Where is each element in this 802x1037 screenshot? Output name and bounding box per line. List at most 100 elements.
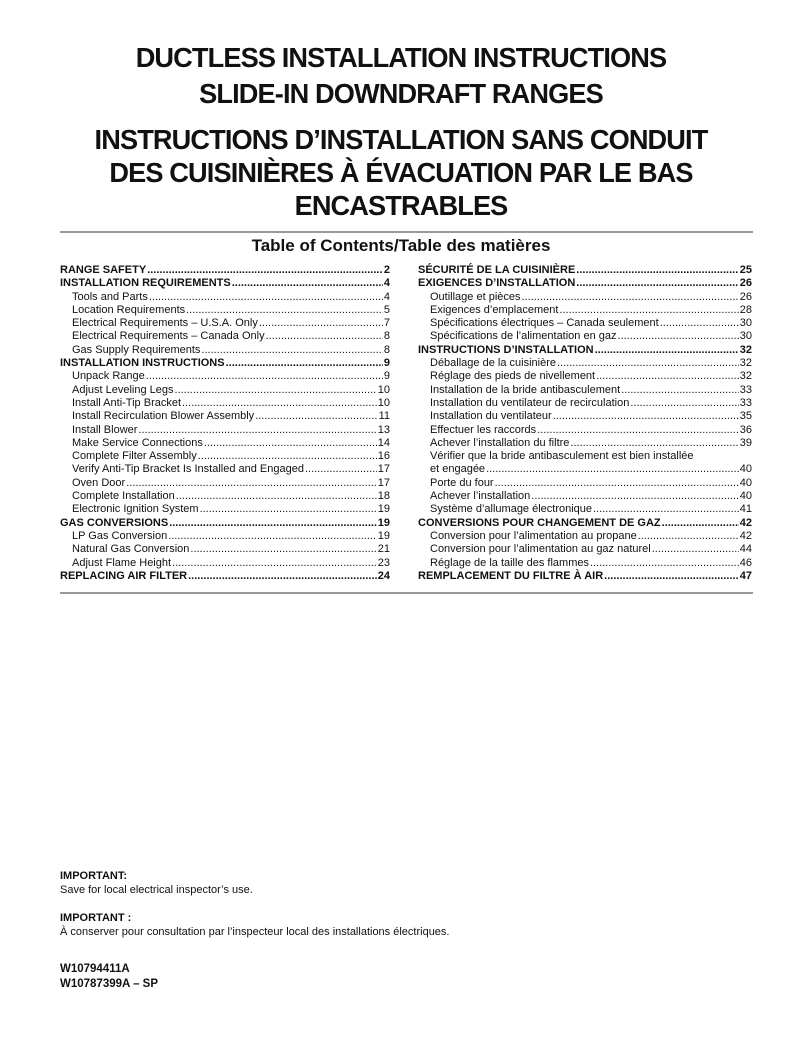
divider-top [60, 231, 753, 233]
toc-english: RANGE SAFETY2INSTALLATION REQUIREMENTS4T… [60, 264, 390, 583]
dot-leader [652, 543, 739, 556]
toc-entry[interactable]: INSTALLATION INSTRUCTIONS 9 [60, 357, 390, 370]
dot-leader [266, 330, 383, 343]
dot-leader [531, 490, 738, 503]
toc-entry-text: Conversion pour l’alimentation au gaz na… [430, 543, 651, 556]
toc-entry[interactable]: Adjust Flame Height 23 [60, 557, 390, 570]
toc-entry[interactable]: Install Blower 13 [60, 424, 390, 437]
toc-entry[interactable]: Adjust Leveling Legs 10 [60, 384, 390, 397]
toc-entry[interactable]: Déballage de la cuisinière 32 [418, 357, 752, 370]
toc-entry-text: Electronic Ignition System [72, 503, 199, 516]
toc-entry-text: Spécifications électriques – Canada seul… [430, 317, 659, 330]
toc-entry[interactable]: Conversion pour l’alimentation au gaz na… [418, 543, 752, 556]
toc-entry-page: 9 [383, 357, 390, 370]
toc-entry[interactable]: Tools and Parts 4 [60, 291, 390, 304]
dot-leader [188, 570, 377, 583]
toc-entry[interactable]: Make Service Connections 14 [60, 437, 390, 450]
dot-leader [553, 410, 739, 423]
toc-entry[interactable]: Oven Door 17 [60, 477, 390, 490]
toc-entry[interactable]: Système d’allumage électronique 41 [418, 503, 752, 516]
toc-entry[interactable]: Réglage des pieds de nivellement 32 [418, 370, 752, 383]
toc-entry[interactable]: Spécifications de l’alimentation en gaz 3… [418, 330, 752, 343]
toc-entry-page: 36 [739, 423, 752, 436]
dot-leader [662, 517, 739, 530]
toc-entry-page: 26 [739, 277, 752, 290]
toc-entry[interactable]: Complete Filter Assembly 16 [60, 450, 390, 463]
toc-entry[interactable]: EXIGENCES D’INSTALLATION 26 [418, 277, 752, 290]
toc-entry[interactable]: Spécifications électriques – Canada seul… [418, 317, 752, 330]
toc-entry[interactable]: SÉCURITÉ DE LA CUISINIÈRE 25 [418, 264, 752, 277]
toc-entry-page: 30 [739, 330, 752, 343]
toc-entry-text: Adjust Leveling Legs [72, 383, 174, 396]
toc-entry-page: 26 [739, 290, 752, 303]
toc-entry[interactable]: Gas Supply Requirements 8 [60, 344, 390, 357]
toc-entry[interactable]: Installation de la bride antibasculement… [418, 384, 752, 397]
toc-entry[interactable]: Complete Installation 18 [60, 490, 390, 503]
dot-leader [190, 543, 376, 556]
toc-entry[interactable]: Natural Gas Conversion 21 [60, 543, 390, 556]
dot-leader [604, 570, 739, 583]
toc-entry[interactable]: Installation du ventilateur 35 [418, 410, 752, 423]
toc-entry-page: 16 [377, 450, 390, 463]
toc-entry[interactable]: REPLACING AIR FILTER 24 [60, 570, 390, 583]
toc-entry[interactable]: Achever l’installation 40 [418, 490, 752, 503]
dot-leader [638, 530, 739, 543]
toc-entry[interactable]: Verify Anti-Tip Bracket Is Installed and… [60, 463, 390, 476]
toc-entry[interactable]: Electrical Requirements – U.S.A. Only 7 [60, 317, 390, 330]
important-en-label: IMPORTANT: [60, 870, 128, 882]
toc-entry[interactable]: et engagée 40 [418, 463, 752, 476]
dot-leader [198, 450, 377, 463]
toc-entry-text: CONVERSIONS POUR CHANGEMENT DE GAZ [418, 516, 661, 529]
toc-entry[interactable]: INSTRUCTIONS D’INSTALLATION 32 [418, 344, 752, 357]
toc-entry[interactable]: Location Requirements 5 [60, 304, 390, 317]
toc-entry-page: 17 [377, 476, 390, 489]
toc-entry-text: Natural Gas Conversion [72, 543, 190, 556]
toc-entry-text: Réglage de la taille des flammes [430, 556, 589, 569]
title-en-line1: DUCTLESS INSTALLATION INSTRUCTIONS [135, 42, 667, 73]
toc-entry-text: Install Recirculation Blower Assembly [72, 410, 255, 423]
toc-entry[interactable]: Electrical Requirements – Canada Only 8 [60, 330, 390, 343]
dot-leader [259, 317, 383, 330]
toc-entry-text: Gas Supply Requirements [72, 343, 201, 356]
title-fr-line3: ENCASTRABLES [294, 190, 509, 221]
toc-entry-page: 30 [739, 317, 752, 330]
toc-entry-page: 35 [739, 410, 752, 423]
toc-entry[interactable]: Réglage de la taille des flammes 46 [418, 557, 752, 570]
toc-entry[interactable]: Install Anti-Tip Bracket 10 [60, 397, 390, 410]
toc-entry-page: 21 [377, 543, 390, 556]
toc-entry[interactable]: RANGE SAFETY 2 [60, 264, 390, 277]
toc-entry[interactable]: LP Gas Conversion 19 [60, 530, 390, 543]
toc-entry[interactable]: REMPLACEMENT DU FILTRE À AIR 47 [418, 570, 752, 583]
toc-entry[interactable]: CONVERSIONS POUR CHANGEMENT DE GAZ 42 [418, 517, 752, 530]
toc-french: SÉCURITÉ DE LA CUISINIÈRE25EXIGENCES D’I… [418, 264, 752, 583]
toc-entry[interactable]: Effectuer les raccords 36 [418, 424, 752, 437]
dot-leader [570, 437, 738, 450]
toc-entry-text: et engagée [430, 463, 486, 476]
toc-entry[interactable]: INSTALLATION REQUIREMENTS 4 [60, 277, 390, 290]
toc-entry-page: 19 [377, 516, 390, 529]
toc-entry[interactable]: Conversion pour l’alimentation au propan… [418, 530, 752, 543]
toc-entry[interactable]: GAS CONVERSIONS 19 [60, 517, 390, 530]
dot-leader [576, 277, 738, 290]
dot-leader [149, 291, 383, 304]
toc-entry[interactable]: Porte du four 40 [418, 477, 752, 490]
toc-entry-text: REMPLACEMENT DU FILTRE À AIR [418, 569, 604, 582]
toc-entry-page: 40 [739, 463, 752, 476]
dot-leader [200, 503, 377, 516]
toc-entry-page: 46 [739, 556, 752, 569]
toc-entry[interactable]: Outillage et pièces 26 [418, 291, 752, 304]
toc-entry-text: GAS CONVERSIONS [60, 516, 169, 529]
toc-entry-text: Conversion pour l’alimentation au propan… [430, 529, 637, 542]
toc-entry-page: 4 [383, 290, 390, 303]
toc-entry[interactable]: Exigences d’emplacement 28 [418, 304, 752, 317]
toc-entry[interactable]: Installation du ventilateur de recircula… [418, 397, 752, 410]
dot-leader [226, 357, 383, 370]
toc-entry[interactable]: Electronic Ignition System 19 [60, 503, 390, 516]
toc-entry-text: Achever l’installation [430, 490, 531, 503]
toc-entry-text: INSTRUCTIONS D’INSTALLATION [418, 343, 594, 356]
toc-entry[interactable]: Achever l’installation du filtre 39 [418, 437, 752, 450]
toc-entry[interactable]: Install Recirculation Blower Assembly 11 [60, 410, 390, 423]
toc-entry-text: Electrical Requirements – U.S.A. Only [72, 317, 258, 330]
toc-entry-page: 47 [739, 569, 752, 582]
toc-entry[interactable]: Unpack Range 9 [60, 370, 390, 383]
